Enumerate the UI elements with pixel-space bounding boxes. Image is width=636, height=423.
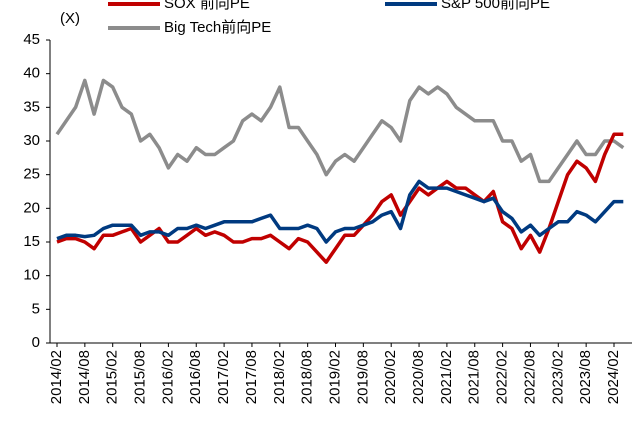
y-tick-label: 5: [32, 300, 40, 317]
y-tick-label: 40: [23, 65, 40, 82]
series-line: [56, 132, 624, 264]
x-tick-label: 2016/02: [159, 350, 176, 404]
x-tick-label: 2023/08: [577, 350, 594, 404]
legend-label: S&P 500前向PE: [441, 0, 550, 12]
y-tick-label: 10: [23, 267, 40, 284]
x-tick-label: 2022/02: [494, 350, 511, 404]
x-tick-label: 2021/02: [438, 350, 455, 404]
x-tick-label: 2021/08: [466, 350, 483, 404]
x-tick-label: 2017/08: [243, 350, 260, 404]
x-tick-label: 2020/02: [382, 350, 399, 404]
series-line: [55, 78, 625, 184]
y-tick-label: 25: [23, 166, 40, 183]
x-tick-label: 2014/02: [48, 350, 65, 404]
y-tick-label: 30: [23, 132, 40, 149]
x-tick-label: 2020/08: [410, 350, 427, 404]
x-tick-label: 2023/02: [549, 350, 566, 404]
y-axis-label: (X): [60, 10, 80, 27]
y-tick-label: 45: [23, 31, 40, 48]
y-tick-label: 35: [23, 98, 40, 115]
x-tick-label: 2019/02: [326, 350, 343, 404]
y-tick-label: 20: [23, 199, 40, 216]
x-tick-label: 2018/02: [271, 350, 288, 404]
legend-label: SOX 前向PE: [164, 0, 250, 12]
series-line: [56, 179, 624, 244]
legend-label: Big Tech前向PE: [164, 19, 271, 36]
x-tick-label: 2019/08: [354, 350, 371, 404]
x-tick-label: 2022/08: [521, 350, 538, 404]
x-tick-label: 2015/02: [104, 350, 121, 404]
x-tick-label: 2014/08: [76, 350, 93, 404]
x-tick-label: 2017/02: [215, 350, 232, 404]
y-tick-label: 15: [23, 233, 40, 250]
x-tick-label: 2024/02: [605, 350, 622, 404]
x-tick-label: 2016/08: [187, 350, 204, 404]
x-tick-label: 2015/08: [132, 350, 149, 404]
x-tick-label: 2018/08: [299, 350, 316, 404]
y-tick-label: 0: [32, 334, 40, 351]
